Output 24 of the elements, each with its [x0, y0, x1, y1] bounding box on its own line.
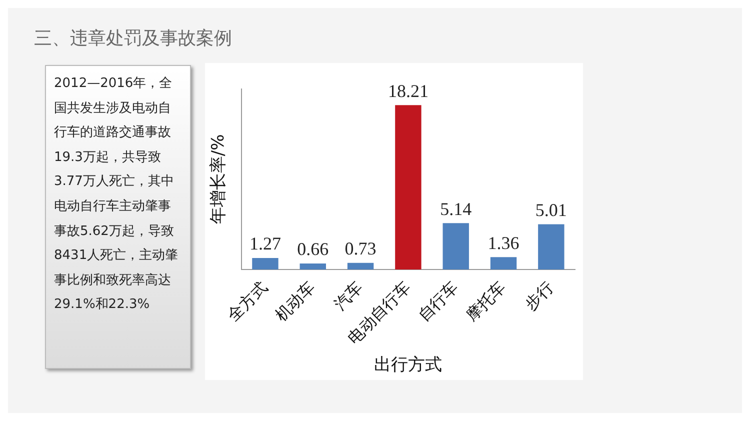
- data-label: 1.36: [488, 232, 520, 253]
- bar: [490, 257, 517, 270]
- bar: [442, 223, 469, 270]
- chart-title: 三、违章处罚及事故案例: [34, 27, 232, 50]
- bar: [395, 105, 422, 270]
- bar: [347, 262, 374, 270]
- bar: [538, 224, 564, 270]
- data-label: 0.73: [344, 238, 376, 259]
- data-label: 18.21: [388, 80, 428, 101]
- y-axis-title: 年增长率/%: [208, 134, 229, 224]
- text: 2012—2016年，全国共发生涉及电动自行车的道路交通事故19.3万起，共导致3.77万人死亡，其中电动自行车主动肇事事故5.62万起，导致8431人死亡，主动肇事比例和致死率高达29.1%和22.3%: [54, 76, 178, 312]
- x-tick-label: 自行车: [414, 278, 462, 325]
- x-tick-label: 汽车: [330, 278, 366, 314]
- x-tick-label: 机动车: [271, 278, 319, 325]
- data-label: 0.66: [297, 239, 329, 260]
- x-axis-title: 出行方式: [374, 355, 442, 376]
- x-tick-label: 摩托车: [462, 278, 510, 325]
- data-label: 1.27: [249, 234, 281, 254]
- data-label: 5.14: [440, 198, 472, 219]
- bar: [300, 264, 326, 270]
- data-label: 5.01: [535, 200, 567, 220]
- x-tick-label: 全方式: [224, 278, 271, 325]
- bar: [252, 258, 278, 270]
- x-tick-label: 步行: [520, 278, 557, 314]
